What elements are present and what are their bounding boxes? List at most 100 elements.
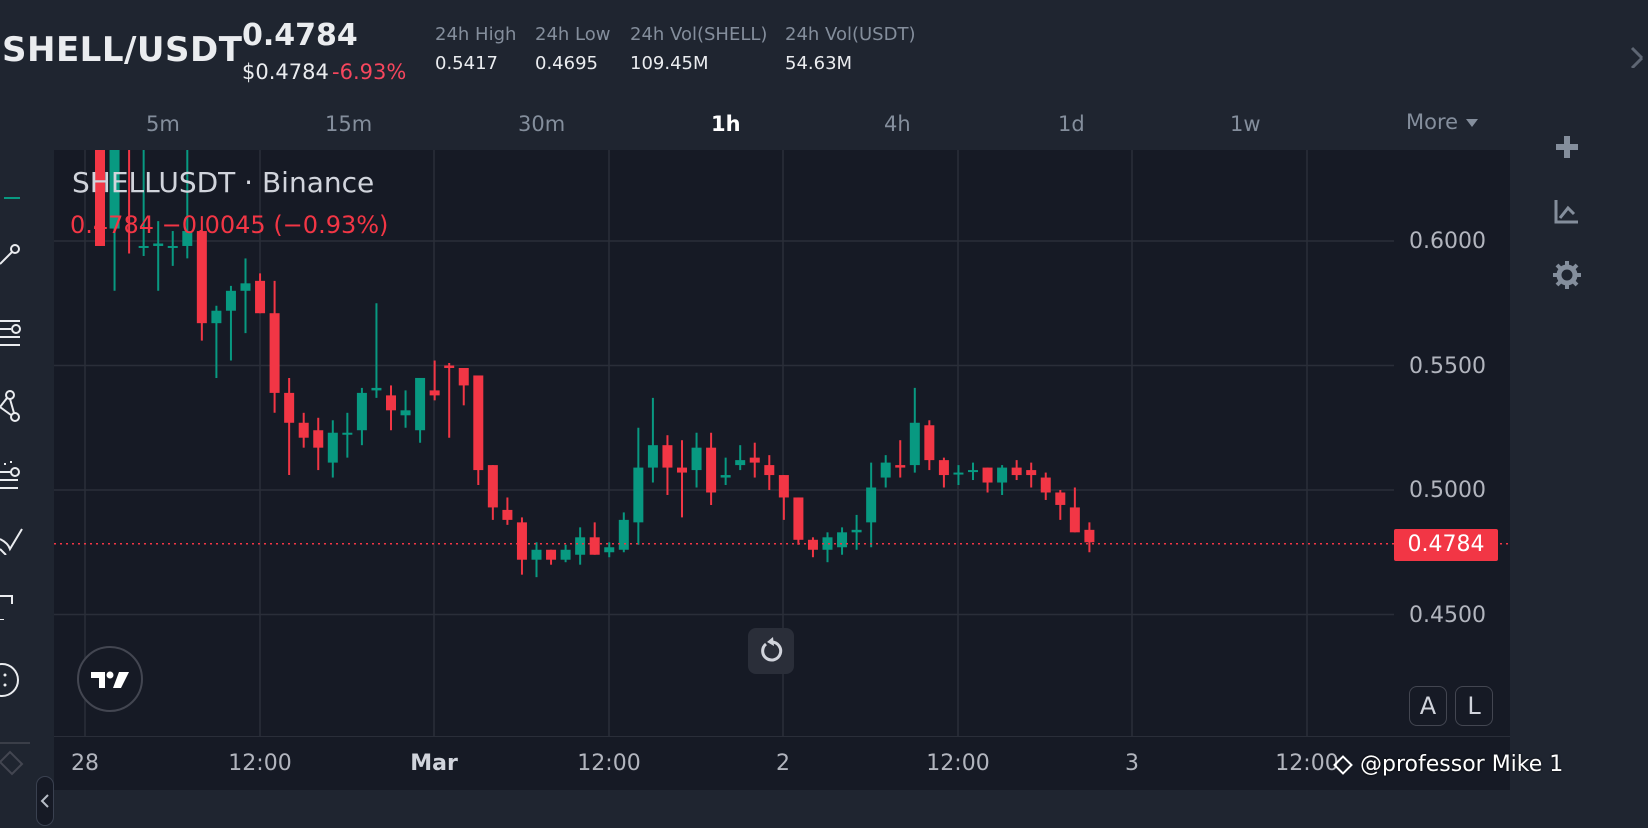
candle[interactable] — [415, 377, 426, 443]
chart-type-icon[interactable] — [1552, 196, 1582, 226]
candle[interactable] — [909, 387, 920, 473]
candle[interactable] — [851, 514, 862, 550]
candle[interactable] — [327, 420, 338, 478]
candle[interactable] — [342, 412, 353, 458]
candle[interactable] — [1084, 522, 1095, 553]
candle[interactable] — [400, 390, 411, 428]
candle[interactable] — [284, 377, 295, 476]
brush-tool-icon[interactable] — [0, 525, 30, 556]
add-indicator-icon[interactable] — [1552, 132, 1582, 162]
candle[interactable] — [240, 258, 251, 334]
tab-4h[interactable]: 4h — [884, 112, 911, 136]
candle[interactable] — [546, 549, 557, 565]
candle[interactable] — [982, 467, 993, 493]
trend-line-tool-icon[interactable] — [0, 240, 30, 270]
candle[interactable] — [225, 285, 236, 361]
candle[interactable] — [196, 216, 207, 341]
candle[interactable] — [589, 522, 600, 555]
candle[interactable] — [1069, 487, 1080, 533]
reset-chart-button[interactable] — [748, 628, 794, 674]
emoji-tool-icon[interactable] — [0, 658, 30, 702]
chart-plot-area[interactable] — [54, 150, 1510, 790]
candle[interactable] — [778, 475, 789, 520]
candle[interactable] — [938, 457, 949, 488]
candle[interactable] — [1026, 462, 1037, 488]
tab-1h[interactable]: 1h — [711, 112, 741, 136]
text-tool-icon[interactable] — [0, 590, 30, 621]
candle[interactable] — [386, 385, 396, 431]
candle[interactable] — [356, 387, 367, 446]
candle[interactable] — [531, 542, 542, 578]
auto-scale-button[interactable]: A — [1409, 686, 1447, 726]
candle[interactable] — [706, 432, 717, 505]
candle[interactable] — [720, 457, 731, 486]
candle[interactable] — [124, 150, 134, 254]
candle[interactable] — [182, 150, 193, 259]
caret-down-icon — [1466, 119, 1479, 127]
crosshair-tool-icon[interactable] — [0, 188, 30, 199]
candle[interactable] — [298, 412, 309, 448]
candle[interactable] — [822, 532, 833, 563]
candle[interactable] — [735, 445, 746, 471]
candle[interactable] — [1040, 472, 1051, 500]
prediction-tool-icon[interactable] — [0, 458, 30, 489]
candle[interactable] — [924, 420, 935, 471]
candle[interactable] — [473, 375, 484, 486]
candle[interactable] — [255, 273, 266, 314]
pattern-tool-icon[interactable] — [0, 385, 30, 422]
tab-1w[interactable]: 1w — [1230, 112, 1261, 136]
candle[interactable] — [968, 462, 978, 481]
candle[interactable] — [95, 150, 105, 246]
candle[interactable] — [458, 367, 469, 406]
candle[interactable] — [502, 497, 513, 525]
tab-30m[interactable]: 30m — [518, 112, 566, 136]
candle[interactable] — [1011, 460, 1022, 481]
tradingview-logo[interactable] — [77, 646, 143, 712]
tab-1d[interactable]: 1d — [1058, 112, 1085, 136]
log-scale-button[interactable]: L — [1455, 686, 1493, 726]
candle[interactable] — [647, 397, 658, 483]
candle[interactable] — [895, 440, 906, 478]
candle[interactable] — [153, 221, 164, 291]
ruler-tool-icon[interactable] — [0, 750, 30, 780]
candle[interactable] — [167, 231, 178, 266]
candle[interactable] — [269, 280, 280, 413]
tab-15m[interactable]: 15m — [325, 112, 373, 136]
close-chevron-icon[interactable] — [1628, 38, 1648, 70]
candle[interactable] — [429, 360, 440, 401]
fib-retracement-tool-icon[interactable] — [0, 315, 30, 346]
more-intervals-dropdown[interactable]: More — [1406, 110, 1479, 134]
candle[interactable] — [516, 517, 527, 575]
time-axis[interactable]: 28 12:00 Mar 12:00 2 12:00 3 12:00 — [54, 736, 1510, 790]
candlestick-chart[interactable] — [54, 150, 1510, 790]
pair-title[interactable]: SHELL/USDT — [2, 30, 243, 70]
candle[interactable] — [997, 465, 1008, 495]
candle[interactable] — [837, 527, 848, 555]
candle[interactable] — [880, 455, 891, 488]
candle[interactable] — [313, 417, 324, 471]
candle[interactable] — [764, 455, 775, 490]
candle[interactable] — [560, 544, 571, 563]
candle[interactable] — [138, 150, 149, 256]
candle[interactable] — [1055, 490, 1066, 520]
candle[interactable] — [866, 462, 877, 548]
candle[interactable] — [371, 303, 382, 398]
candle[interactable] — [807, 537, 818, 558]
candle[interactable] — [109, 150, 120, 291]
candle[interactable] — [953, 465, 964, 486]
candle[interactable] — [677, 440, 687, 518]
candle[interactable] — [662, 435, 673, 495]
candle[interactable] — [444, 363, 455, 438]
candle[interactable] — [604, 542, 615, 558]
collapse-toolbar-button[interactable] — [36, 776, 54, 826]
candle[interactable] — [749, 442, 760, 478]
settings-gear-icon[interactable] — [1552, 260, 1582, 290]
tab-5m[interactable]: 5m — [146, 112, 180, 136]
candle[interactable] — [691, 432, 702, 488]
candle[interactable] — [633, 427, 644, 545]
candle[interactable] — [487, 465, 498, 520]
candle[interactable] — [793, 497, 804, 545]
candle[interactable] — [211, 305, 222, 378]
candle[interactable] — [618, 512, 629, 553]
candle[interactable] — [575, 527, 586, 565]
